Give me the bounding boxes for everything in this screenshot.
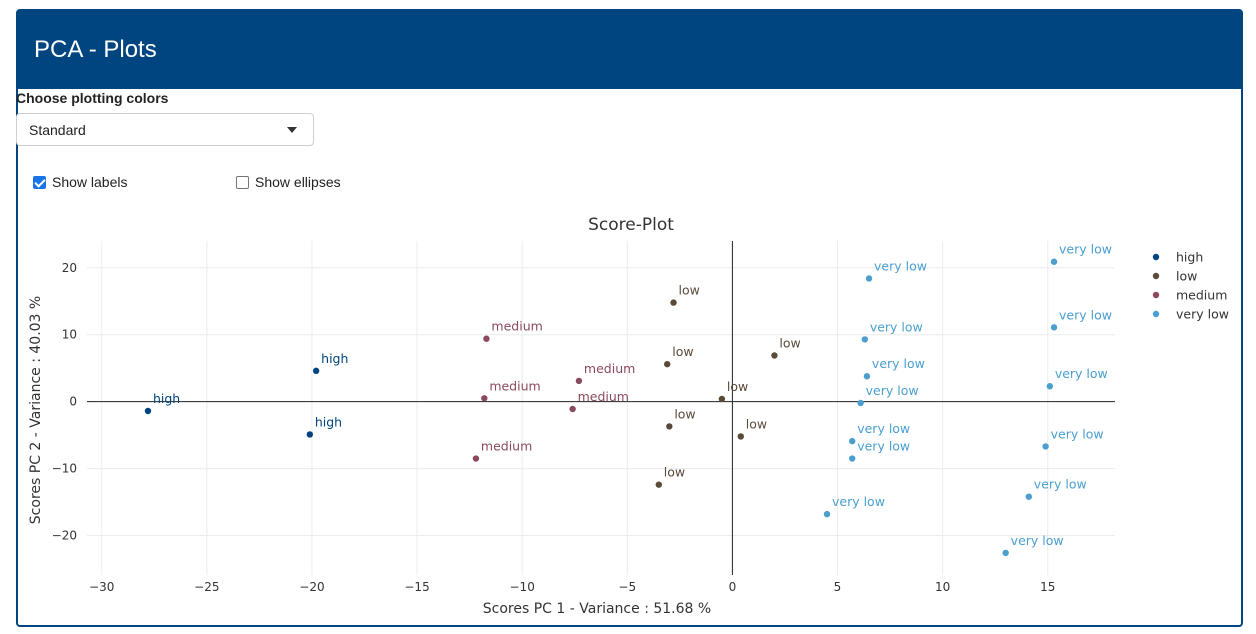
show-labels-label: Show labels bbox=[52, 174, 128, 190]
checkbox-checked-icon[interactable] bbox=[33, 175, 46, 189]
panel-title: PCA - Plots bbox=[34, 36, 157, 63]
plot-colors-select[interactable]: Standard bbox=[16, 113, 314, 146]
plot-colors-value: Standard bbox=[29, 121, 86, 138]
chevron-down-icon bbox=[287, 127, 297, 133]
show-labels-checkbox[interactable]: Show labels bbox=[33, 174, 128, 190]
panel-header: PCA - Plots bbox=[18, 11, 1241, 89]
show-ellipses-checkbox[interactable]: Show ellipses bbox=[236, 174, 341, 190]
pca-plots-panel: PCA - Plots bbox=[16, 9, 1243, 627]
show-ellipses-label: Show ellipses bbox=[255, 174, 341, 190]
checkbox-unchecked-icon[interactable] bbox=[236, 175, 249, 189]
plot-colors-label: Choose plotting colors bbox=[16, 90, 169, 106]
